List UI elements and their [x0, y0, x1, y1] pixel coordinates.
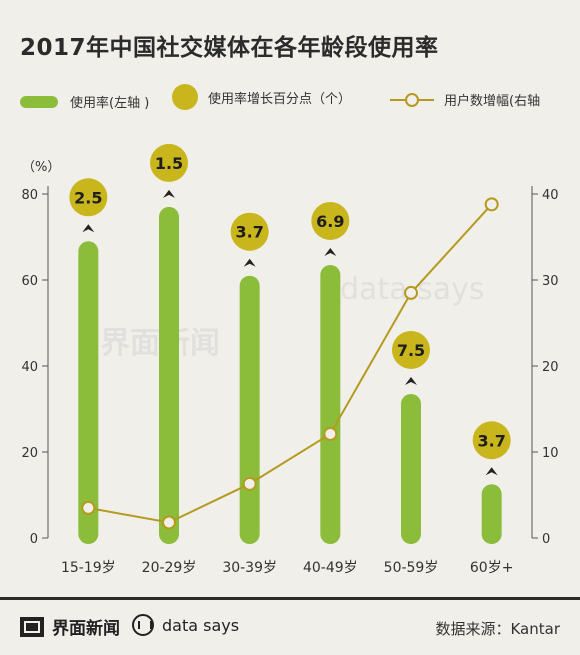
y-right-tick-label: 20: [542, 360, 559, 375]
legend: 使用率(左轴 ) 使用率增长百分点（个） 用户数增幅(右轴: [0, 84, 580, 114]
brand-logo-icon: [20, 616, 44, 637]
growth-arrow-icon: [82, 224, 95, 233]
growth-arrow-icon: [163, 189, 175, 198]
bar: [78, 241, 99, 545]
y-left-tick-label: 20: [21, 446, 38, 461]
x-tick-label: 20-29岁: [142, 560, 197, 576]
chart-title: 2017年中国社交媒体在各年龄段使用率: [20, 35, 439, 61]
x-tick-label: 50-59岁: [384, 560, 439, 576]
chart-canvas: 0 20 40 60 80 0 10 20 30 40 15-19岁 20-29岁 30-39岁 40-4…: [21, 143, 559, 576]
legend-dot-label: 使用率增长百分点（个）: [208, 91, 352, 107]
growth-dot: [472, 421, 511, 460]
growth-arrow-icon: [405, 376, 417, 385]
bar: [481, 484, 502, 544]
bar: [401, 393, 421, 544]
x-tick-label: 15-19岁: [61, 560, 116, 576]
growth-arrow-icon: [324, 247, 337, 256]
y-right-tick-label: 30: [542, 274, 559, 289]
growth-dot: [69, 178, 108, 217]
y-axis-unit: （%）: [22, 160, 61, 175]
y-left-tick-label: 40: [21, 360, 38, 375]
x-tick-label: 40-49岁: [303, 560, 358, 576]
line-point: [81, 500, 96, 515]
legend-bar-swatch: [20, 95, 58, 108]
y-left-tick-label: 80: [21, 188, 38, 203]
footer-brand-text: 界面新闻: [52, 619, 120, 639]
line-point: [242, 476, 257, 491]
growth-dot: [150, 143, 188, 182]
legend-bar-label: 使用率(左轴 ): [70, 96, 150, 111]
growth-dot-label: 3.7: [235, 223, 263, 242]
line-point: [162, 515, 176, 530]
y-right-tick-label: 40: [542, 188, 559, 203]
legend-dot: 使用率增长百分点（个）: [172, 84, 351, 110]
growth-arrow-icon: [243, 258, 256, 267]
y-left-tick-label: 60: [21, 274, 38, 289]
growth-arrow-icon: [485, 467, 498, 476]
footer-source: 数据来源：Kantar: [435, 620, 560, 638]
x-tick-label: 60岁+: [470, 560, 514, 576]
growth-dot-label: 3.7: [477, 431, 505, 450]
bar: [239, 275, 260, 544]
legend-bar: 使用率(左轴 ): [20, 92, 149, 111]
line-series: [88, 203, 493, 524]
legend-dot-swatch: [172, 84, 198, 110]
y-right-tick-label: 10: [542, 446, 559, 461]
bar: [320, 264, 341, 544]
x-tick-label: 30-39岁: [222, 560, 277, 576]
y-right-tick-label: 0: [542, 532, 550, 547]
footer: 界面新闻 data says 数据来源：Kantar: [0, 597, 580, 655]
bar: [159, 206, 179, 544]
y-left-tick-label: 0: [30, 532, 38, 547]
line-point: [484, 197, 499, 212]
growth-dot-label: 7.5: [397, 341, 425, 360]
line-point: [323, 426, 338, 441]
footer-brand: 界面新闻: [20, 614, 120, 639]
growth-dot: [392, 330, 430, 369]
footer-ds-text: data says: [162, 615, 240, 635]
legend-line: 用户数增幅(右轴: [390, 90, 540, 109]
legend-line-label: 用户数增幅(右轴: [444, 94, 541, 109]
growth-dot-label: 6.9: [316, 212, 344, 231]
data-says-icon: [132, 614, 154, 636]
growth-dot: [230, 212, 269, 251]
line-point: [404, 285, 418, 300]
legend-line-swatch: [390, 92, 434, 107]
footer-ds: data says: [132, 614, 239, 636]
growth-dot-label: 2.5: [74, 188, 102, 207]
growth-dot: [311, 201, 350, 240]
growth-dot-label: 1.5: [155, 154, 183, 173]
